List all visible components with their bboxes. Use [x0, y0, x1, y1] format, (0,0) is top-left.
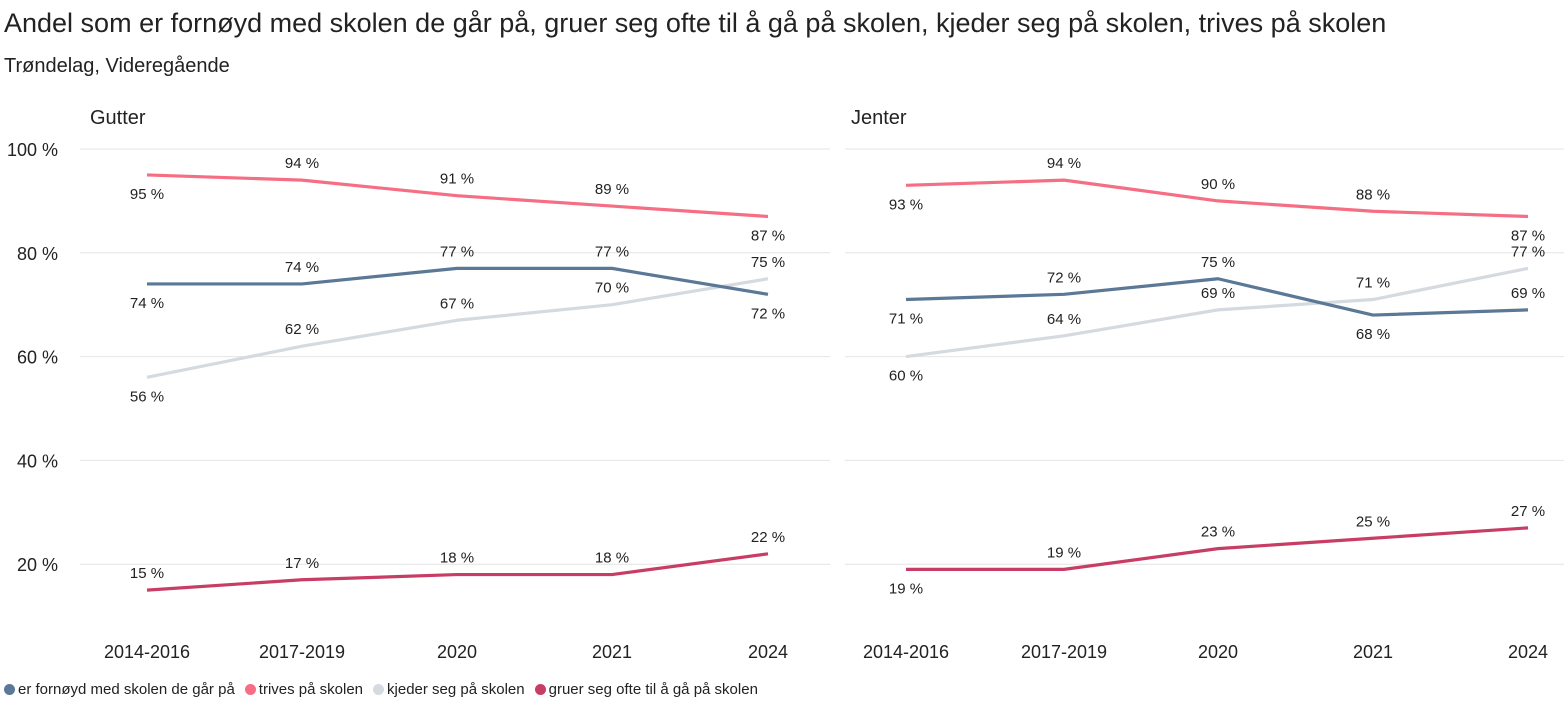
legend-dot-icon — [4, 684, 15, 695]
data-label: 77 % — [595, 243, 629, 260]
y-tick-label: 60 % — [17, 348, 58, 368]
data-label: 70 % — [595, 280, 629, 297]
data-label: 94 % — [1047, 155, 1081, 172]
chart-subtitle: Trøndelag, Videregående — [4, 55, 230, 77]
data-label: 67 % — [440, 295, 474, 312]
series-line — [905, 178, 1529, 219]
data-label: 72 % — [1047, 269, 1081, 286]
data-label: 17 % — [285, 555, 319, 572]
data-label: 18 % — [595, 550, 629, 567]
data-label: 89 % — [595, 181, 629, 198]
series-line — [147, 266, 769, 296]
legend-label: trives på skolen — [258, 681, 364, 698]
data-label: 90 % — [1201, 176, 1235, 193]
legend: er fornøyd med skolen de går på trives p… — [4, 681, 762, 698]
legend-item-gruer[interactable]: gruer seg ofte til å gå på skolen — [534, 681, 758, 698]
data-label: 18 % — [440, 550, 474, 567]
series-line — [146, 277, 769, 379]
data-label: 27 % — [1511, 503, 1545, 520]
x-tick-label: 2014-2016 — [863, 642, 949, 662]
data-label: 71 % — [889, 311, 923, 328]
legend-label: gruer seg ofte til å gå på skolen — [548, 681, 758, 698]
series-line — [146, 173, 769, 219]
legend-item-fornoyd[interactable]: er fornøyd med skolen de går på — [4, 681, 235, 698]
data-label: 69 % — [1201, 285, 1235, 302]
data-label: 64 % — [1047, 311, 1081, 328]
data-label: 23 % — [1201, 524, 1235, 541]
x-tick-label: 2020 — [1198, 642, 1238, 662]
data-label: 15 % — [130, 565, 164, 582]
data-label: 60 % — [889, 368, 923, 385]
y-tick-label: 100 % — [7, 140, 58, 160]
y-tick-label: 40 % — [17, 451, 58, 471]
panel-title: Jenter — [851, 107, 907, 129]
data-label: 19 % — [889, 580, 923, 597]
data-label: 19 % — [1047, 544, 1081, 561]
x-tick-label: 2017-2019 — [1021, 642, 1107, 662]
data-label: 74 % — [130, 295, 164, 312]
legend-dot-icon — [534, 684, 546, 695]
series-line — [906, 526, 1529, 571]
legend-dot-icon — [244, 684, 256, 695]
data-label: 68 % — [1356, 326, 1390, 343]
legend-dot-icon — [373, 684, 385, 695]
x-tick-label: 2020 — [437, 642, 477, 662]
panel-gutter: Gutter 20 % 40 % 60 % 80 % 100 % 2014-2016 2017… — [7, 107, 830, 662]
x-tick-label: 2017-2019 — [259, 642, 345, 662]
data-label: 22 % — [751, 529, 785, 546]
data-label: 95 % — [130, 186, 164, 203]
data-label: 77 % — [440, 243, 474, 260]
data-label: 25 % — [1356, 513, 1390, 530]
x-tick-label: 2024 — [1508, 642, 1548, 662]
x-tick-label: 2021 — [592, 642, 632, 662]
series-line — [905, 266, 1529, 359]
data-label: 62 % — [285, 321, 319, 338]
y-tick-label: 20 % — [17, 555, 58, 575]
data-label: 77 % — [1511, 243, 1545, 260]
data-label: 75 % — [1201, 254, 1235, 271]
x-tick-label: 2014-2016 — [104, 642, 190, 662]
data-label: 87 % — [1511, 227, 1545, 244]
data-label: 75 % — [751, 254, 785, 271]
legend-label: kjeder seg på skolen — [387, 681, 525, 698]
data-label: 74 % — [285, 259, 319, 276]
legend-item-trives[interactable]: trives på skolen — [244, 681, 364, 698]
data-label: 56 % — [130, 388, 164, 405]
x-tick-label: 2021 — [1353, 642, 1393, 662]
data-label: 72 % — [751, 305, 785, 322]
data-label: 88 % — [1356, 186, 1390, 203]
data-label: 94 % — [285, 155, 319, 172]
data-label: 71 % — [1356, 275, 1390, 292]
y-tick-label: 80 % — [17, 244, 58, 264]
panel-jenter: Jenter 2014-2016 2017-2019 2020 2021 2024 71 %… — [845, 107, 1564, 662]
data-label: 87 % — [751, 227, 785, 244]
x-tick-label: 2024 — [748, 642, 788, 662]
data-label: 93 % — [889, 196, 923, 213]
chart-title: Andel som er fornøyd med skolen de går p… — [4, 8, 1387, 38]
series-line — [146, 552, 769, 592]
data-label: 69 % — [1511, 285, 1545, 302]
panel-title: Gutter — [90, 107, 146, 129]
legend-label: er fornøyd med skolen de går på — [18, 681, 235, 698]
legend-item-kjeder[interactable]: kjeder seg på skolen — [373, 681, 525, 698]
series-line — [905, 277, 1529, 317]
data-label: 91 % — [440, 171, 474, 188]
